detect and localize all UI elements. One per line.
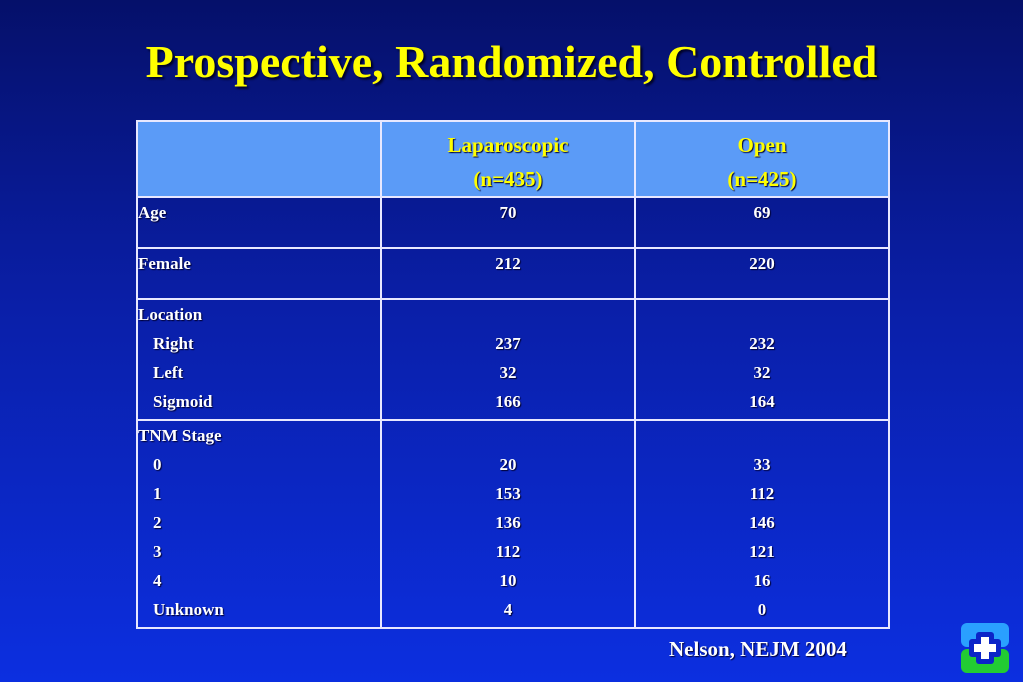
tnm-open-unknown: 0: [757, 600, 767, 619]
table-row-age: Age 70 69: [136, 196, 890, 249]
tnm-sub-0: 0: [153, 455, 162, 474]
header-laparoscopic-n: (n=435): [473, 167, 543, 191]
location-sub-left: Left: [153, 363, 184, 382]
row-label-location: Location Right Left Sigmoid: [136, 298, 382, 421]
table-row-female: Female 212 220: [136, 247, 890, 300]
location-open-sigmoid: 164: [749, 392, 775, 411]
citation: Nelson, NEJM 2004: [669, 637, 847, 661]
table-row-location: Location Right Left Sigmoid 237 32 166 2…: [136, 298, 890, 421]
location-lap-sigmoid: 166: [495, 392, 521, 411]
header-open-n: (n=425): [727, 167, 797, 191]
tnm-open-3: 121: [749, 542, 775, 561]
table-row-tnm-stage: TNM Stage 0 1 2 3 4 Unknown 20 153 136 1…: [136, 419, 890, 629]
cell-female-lap: 212: [380, 247, 636, 300]
header-open-name: Open: [737, 133, 787, 157]
comparison-table: Laparoscopic (n=435) Open (n=425) Age 70…: [136, 120, 890, 629]
tnm-sub-unknown: Unknown: [153, 600, 224, 619]
tnm-lap-4: 10: [499, 571, 517, 590]
tnm-lap-2: 136: [495, 513, 521, 532]
tnm-lap-0: 20: [499, 455, 517, 474]
table-header-row: Laparoscopic (n=435) Open (n=425): [136, 120, 890, 198]
cell-location-lap: 237 32 166: [380, 298, 636, 421]
tnm-heading: TNM Stage: [138, 426, 222, 445]
tnm-lap-3: 112: [495, 542, 521, 561]
row-label-female: Female: [136, 247, 382, 300]
header-laparoscopic: Laparoscopic (n=435): [380, 120, 636, 198]
location-lap-right: 237: [495, 334, 521, 353]
cell-tnm-open: 33 112 146 121 16 0: [634, 419, 890, 629]
cell-age-lap: 70: [380, 196, 636, 249]
tnm-sub-3: 3: [153, 542, 162, 561]
row-label-age: Age: [136, 196, 382, 249]
location-sub-sigmoid: Sigmoid: [153, 392, 213, 411]
location-sub-right: Right: [153, 334, 194, 353]
cell-location-open: 232 32 164: [634, 298, 890, 421]
tnm-lap-unknown: 4: [503, 600, 513, 619]
tnm-open-1: 112: [749, 484, 775, 503]
cell-age-open: 69: [634, 196, 890, 249]
cell-female-open: 220: [634, 247, 890, 300]
header-open: Open (n=425): [634, 120, 890, 198]
tnm-open-4: 16: [753, 571, 771, 590]
tnm-lap-1: 153: [495, 484, 521, 503]
cleveland-clinic-logo-icon: [961, 623, 1009, 673]
cell-tnm-lap: 20 153 136 112 10 4: [380, 419, 636, 629]
header-corner-cell: [136, 120, 382, 198]
tnm-sub-4: 4: [153, 571, 162, 590]
slide-title: Prospective, Randomized, Controlled: [145, 36, 878, 87]
row-label-tnm-stage: TNM Stage 0 1 2 3 4 Unknown: [136, 419, 382, 629]
header-laparoscopic-name: Laparoscopic: [447, 133, 569, 157]
location-open-right: 232: [749, 334, 775, 353]
tnm-open-2: 146: [749, 513, 775, 532]
tnm-sub-2: 2: [153, 513, 162, 532]
tnm-sub-1: 1: [153, 484, 162, 503]
tnm-open-0: 33: [753, 455, 771, 474]
location-open-left: 32: [753, 363, 771, 382]
location-lap-left: 32: [499, 363, 517, 382]
location-heading: Location: [138, 305, 203, 324]
